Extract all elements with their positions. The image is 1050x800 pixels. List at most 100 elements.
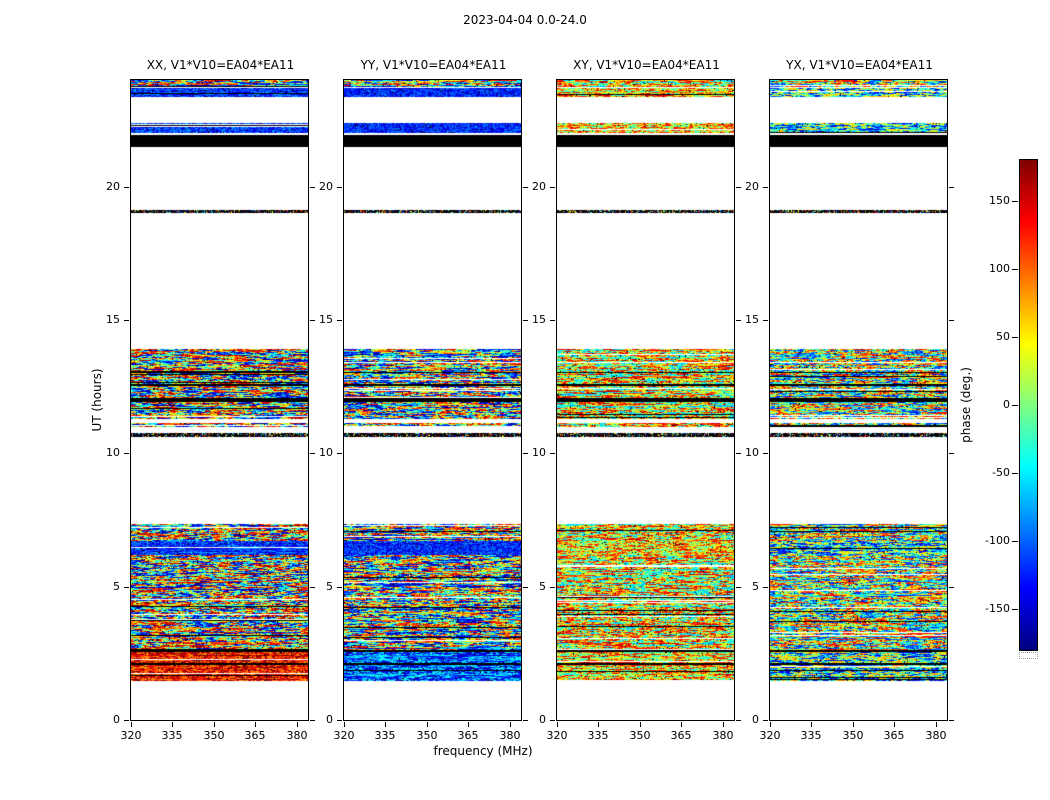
heatmap-canvas-yx [770,80,947,720]
x-tick-label: 380 [925,729,947,742]
panel-title-yx: YX, V1*V10=EA04*EA11 [786,58,933,72]
colorbar-tick-label: -100 [985,534,1010,547]
colorbar-tick-label: -50 [992,466,1010,479]
tick-mark [763,187,768,188]
colorbar-tick-label: 100 [989,262,1010,275]
x-tick-label: 320 [759,729,781,742]
tick-mark [1012,269,1018,270]
x-tick-label: 335 [161,729,183,742]
panel-title-yy: YY, V1*V10=EA04*EA11 [360,58,507,72]
tick-mark [297,722,298,727]
tick-mark [523,720,528,721]
heatmap-canvas-xy [557,80,734,720]
tick-mark [949,320,954,321]
tick-mark [736,320,741,321]
tick-mark [1012,541,1018,542]
x-tick-label: 380 [286,729,308,742]
heatmap-panel-xx: XX, V1*V10=EA04*EA11 [130,58,309,721]
tick-mark [523,187,528,188]
panel-title-xy: XY, V1*V10=EA04*EA11 [573,58,720,72]
heatmap-canvas-yy [344,80,521,720]
figure-title: 2023-04-04 0.0-24.0 [463,13,587,27]
tick-mark [1012,337,1018,338]
x-tick-label: 380 [712,729,734,742]
x-tick-label: 365 [244,729,266,742]
y-tick-label: 5 [113,580,120,593]
x-tick-label: 320 [546,729,568,742]
tick-mark [344,722,345,727]
tick-mark [1012,405,1018,406]
colorbar-tick-label: 0 [1003,398,1010,411]
y-axis-label: UT (hours) [90,368,104,432]
y-tick-label: 0 [113,713,120,726]
panel-title-xx: XX, V1*V10=EA04*EA11 [146,58,295,72]
tick-mark [723,722,724,727]
tick-mark [936,722,937,727]
tick-mark [523,453,528,454]
tick-mark [1012,201,1018,202]
tick-mark [310,187,315,188]
tick-mark [310,720,315,721]
tick-mark [124,320,129,321]
tick-mark [763,453,768,454]
tick-mark [853,722,854,727]
x-tick-label: 380 [499,729,521,742]
tick-mark [310,320,315,321]
colorbar-gradient [1020,160,1037,650]
tick-mark [894,722,895,727]
tick-mark [510,722,511,727]
tick-mark [214,722,215,727]
tick-mark [640,722,641,727]
tick-mark [124,720,129,721]
heatmap-panel-yy: YY, V1*V10=EA04*EA11 [343,58,522,721]
tick-mark [763,720,768,721]
tick-mark [681,722,682,727]
x-tick-label: 320 [333,729,355,742]
tick-mark [337,320,342,321]
colorbar-tick-label: 50 [996,330,1010,343]
tick-mark [427,722,428,727]
tick-mark [770,722,771,727]
x-tick-label: 365 [457,729,479,742]
tick-mark [763,587,768,588]
tick-mark [172,722,173,727]
heatmap-panel-xy: XY, V1*V10=EA04*EA11 [556,58,735,721]
x-tick-label: 350 [416,729,438,742]
tick-mark [949,453,954,454]
x-tick-label: 335 [374,729,396,742]
tick-mark [736,453,741,454]
tick-mark [811,722,812,727]
heatmap-panel-yx: YX, V1*V10=EA04*EA11 [769,58,948,721]
tick-mark [550,453,555,454]
tick-mark [337,720,342,721]
tick-mark [763,320,768,321]
tick-mark [550,720,555,721]
tick-mark [131,722,132,727]
x-axis-label: frequency (MHz) [433,744,533,758]
tick-mark [255,722,256,727]
tick-mark [124,453,129,454]
tick-mark [736,187,741,188]
colorbar-tick-label: 150 [989,194,1010,207]
tick-mark [337,453,342,454]
tick-mark [385,722,386,727]
tick-mark [124,187,129,188]
tick-mark [557,722,558,727]
tick-mark [1012,473,1018,474]
colorbar-label: phase (deg.) [959,367,973,443]
tick-mark [736,587,741,588]
tick-mark [310,587,315,588]
tick-mark [598,722,599,727]
x-tick-label: 365 [670,729,692,742]
tick-mark [310,453,315,454]
x-tick-label: 365 [883,729,905,742]
tick-mark [523,587,528,588]
heatmap-canvas-xx [131,80,308,720]
colorbar [1019,159,1038,651]
tick-mark [550,320,555,321]
x-tick-label: 335 [587,729,609,742]
tick-mark [124,587,129,588]
tick-mark [550,587,555,588]
tick-mark [736,720,741,721]
